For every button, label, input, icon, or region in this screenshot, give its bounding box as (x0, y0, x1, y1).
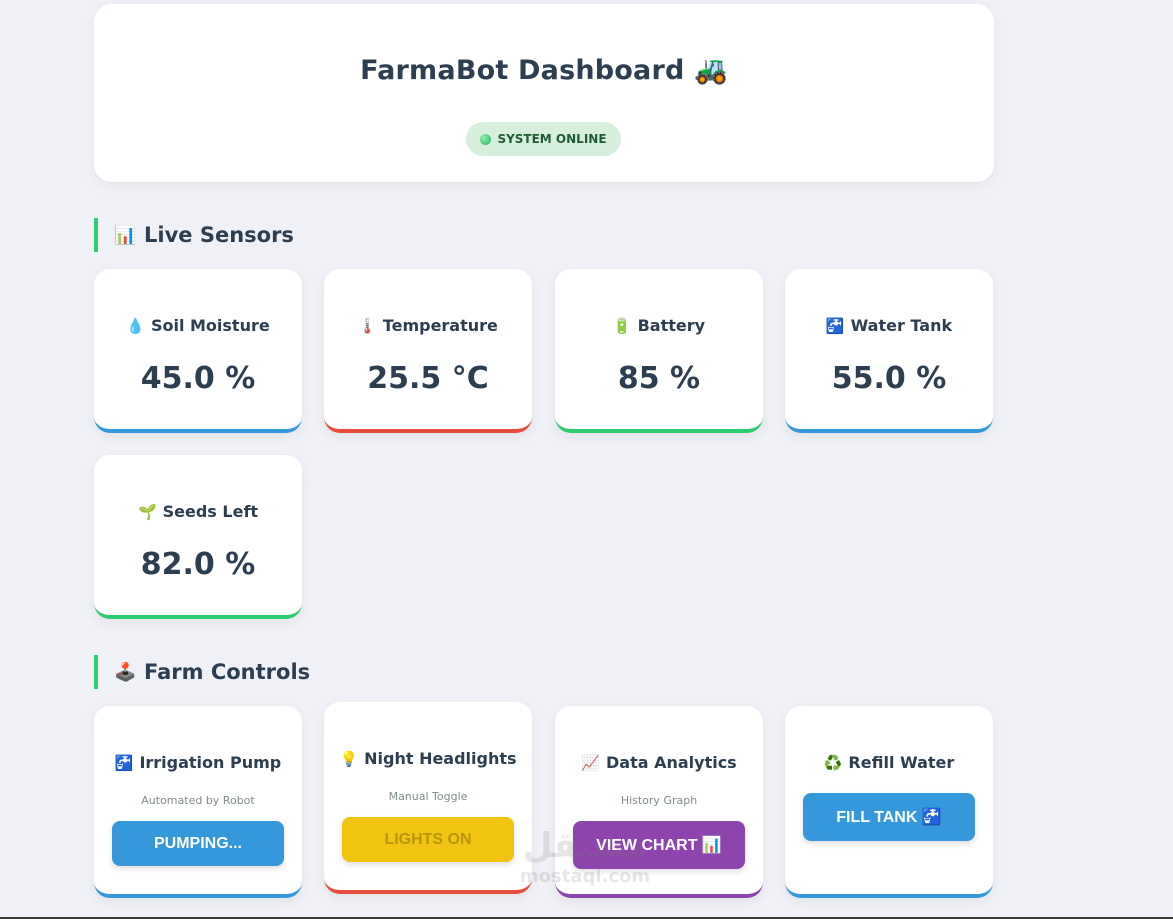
bar-chart-icon: 📊 (114, 224, 137, 246)
thermometer-icon: 🌡️ (358, 316, 377, 335)
lightbulb-icon: 💡 (339, 749, 359, 768)
sensor-label-text: Temperature (382, 316, 498, 335)
sensor-label: 🌡️ Temperature (324, 316, 532, 335)
page-title: FarmaBot Dashboard 🚜 (360, 55, 728, 86)
sensor-label-text: Battery (637, 316, 706, 335)
sensor-label: 🚰 Water Tank (785, 316, 993, 335)
control-label: 🚰 Irrigation Pump (94, 753, 302, 772)
status-text: SYSTEM ONLINE (497, 132, 607, 146)
status-dot-icon (480, 133, 492, 145)
control-label-text: Refill Water (848, 753, 955, 772)
control-card-irrigation-pump: 🚰 Irrigation Pump Automated by Robot PUM… (94, 706, 302, 898)
sensor-value: 55.0 % (831, 361, 947, 396)
control-subtitle: Automated by Robot (141, 794, 255, 807)
section-title: Live Sensors (144, 223, 294, 247)
control-label: 📈 Data Analytics (555, 753, 763, 772)
control-subtitle: Manual Toggle (388, 790, 468, 803)
sensor-label: 🌱 Seeds Left (94, 502, 302, 521)
control-subtitle: History Graph (620, 794, 698, 807)
header-card: FarmaBot Dashboard 🚜 SYSTEM ONLINE (94, 4, 994, 182)
joystick-icon: 🕹️ (114, 661, 137, 683)
sensor-card-temperature: 🌡️ Temperature 25.5 °C (324, 269, 532, 433)
section-heading-controls: 🕹️ Farm Controls (94, 655, 310, 689)
sensor-card-soil-moisture: 💧 Soil Moisture 45.0 % (94, 269, 302, 433)
recycle-icon: ♻️ (823, 753, 843, 772)
water-tap-icon: 🚰 (825, 316, 845, 335)
status-badge: SYSTEM ONLINE (466, 122, 621, 156)
sensor-value: 45.0 % (140, 361, 256, 396)
control-label-text: Data Analytics (605, 753, 737, 772)
sensor-value: 25.5 °C (367, 361, 489, 396)
control-card-refill-water: ♻️ Refill Water FILL TANK 🚰 (785, 706, 993, 898)
sensor-value: 82.0 % (140, 547, 256, 582)
control-label-text: Irrigation Pump (139, 753, 282, 772)
fill-tank-button[interactable]: FILL TANK 🚰 (803, 793, 975, 841)
line-chart-icon: 📈 (581, 753, 600, 772)
sensor-card-water-tank: 🚰 Water Tank 55.0 % (785, 269, 993, 433)
section-heading-sensors: 📊 Live Sensors (94, 218, 294, 252)
window-bottom-border (0, 917, 1173, 919)
sensor-value: 85 % (617, 361, 701, 396)
sensor-card-seeds-left: 🌱 Seeds Left 82.0 % (94, 455, 302, 619)
sensor-label-text: Seeds Left (162, 502, 259, 521)
sensor-label: 🔋 Battery (555, 316, 763, 335)
view-chart-button[interactable]: VIEW CHART 📊 (573, 821, 745, 869)
pumping-button[interactable]: PUMPING... (112, 821, 284, 866)
control-label: ♻️ Refill Water (785, 753, 993, 772)
droplet-icon: 💧 (126, 316, 145, 335)
sensor-label-text: Soil Moisture (150, 316, 270, 335)
sensor-card-battery: 🔋 Battery 85 % (555, 269, 763, 433)
control-label: 💡 Night Headlights (324, 749, 532, 768)
water-tap-icon: 🚰 (114, 753, 134, 772)
control-card-data-analytics: 📈 Data Analytics History Graph VIEW CHAR… (555, 706, 763, 898)
seedling-icon: 🌱 (137, 502, 157, 521)
section-title: Farm Controls (144, 660, 311, 684)
sensor-label: 💧 Soil Moisture (94, 316, 302, 335)
control-card-night-headlights: 💡 Night Headlights Manual Toggle LIGHTS … (324, 702, 532, 894)
battery-icon: 🔋 (612, 316, 632, 335)
control-label-text: Night Headlights (364, 749, 517, 768)
lights-on-button[interactable]: LIGHTS ON (342, 817, 514, 862)
sensor-label-text: Water Tank (850, 316, 953, 335)
